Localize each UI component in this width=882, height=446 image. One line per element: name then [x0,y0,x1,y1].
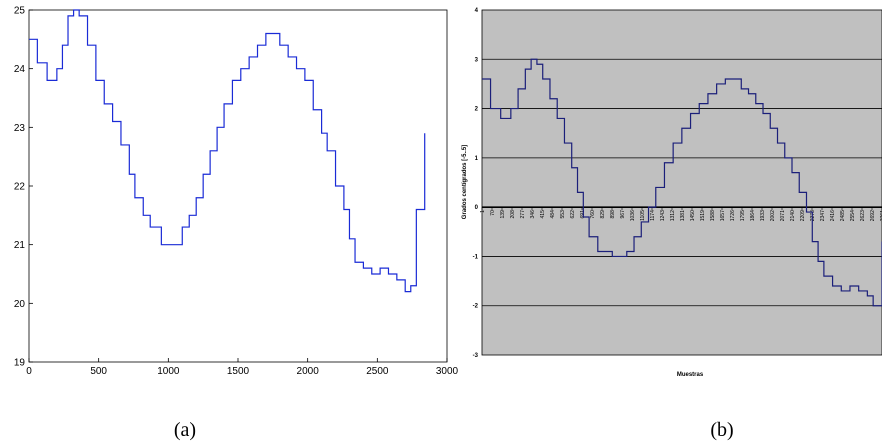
chart-b-ytick-label: 3 [475,57,479,63]
chart-b-plot-area [481,9,882,356]
chart-a-ytick-label: 19 [14,358,26,369]
chart-b-xtick-label: 2140 [790,210,796,221]
chart-b-xtick-label: 898 [610,210,616,219]
chart-b-xtick-label: 70 [490,210,496,216]
chart-b-xtick-label: 553 [560,210,566,219]
chart-b-xtick-label: 622 [570,210,576,219]
chart-b-xtick-label: 1519 [700,210,706,221]
chart-b-xtick-label: 2347 [820,210,826,221]
chart-b-xtick-label: 2623 [860,210,866,221]
chart-a-xtick-label: 1000 [157,366,180,377]
chart-b-ytick-label: -1 [473,254,479,260]
chart-b-ytick-label: 1 [475,156,479,162]
chart-b-xtick-label: 760 [590,210,596,219]
chart-b-ytick-label: 2 [475,107,479,113]
chart-b-xtick-label: 1036 [630,210,636,221]
chart-a-ytick-label: 20 [14,299,26,310]
chart-b-xlabel: Muestras [677,372,704,378]
chart-a: 0 500 1000 1500 2000 2500 3000 19 20 21 22 23 24 25 [14,6,459,378]
chart-b-xtick-label: 2209 [800,210,806,221]
chart-b-ylabel: Grados centígrados [-5..5] [462,145,468,219]
chart-b-xtick-label: 1312 [670,210,676,221]
chart-b-ytick-label: -3 [473,353,479,359]
chart-b-series-line [482,58,882,307]
chart-b-xtick-label: 1657 [720,210,726,221]
chart-b-xtick-label: 1105 [640,210,646,221]
chart-b-xtick-label: 2692 [870,210,876,221]
chart-a-xtick-label: 3000 [436,366,459,377]
chart-b-xtick-label: 277 [520,210,526,219]
chart-b-ytick-label: 0 [475,205,479,211]
chart-b-xtick-label: 1726 [730,210,736,221]
chart-b-xtick-label: 415 [540,210,546,219]
chart-b-ytick-label: 4 [475,8,479,14]
chart-b-xtick-label: 1381 [680,210,686,221]
chart-a-ytick-label: 22 [14,182,26,193]
chart-b-ytick-label: -2 [473,304,479,310]
chart-b-xtick-label: 2002 [770,210,776,221]
chart-b-xtick-label: 1933 [760,210,766,221]
chart-b-xtick-label: 2761 [880,210,882,221]
chart-a-ytick-label: 24 [14,64,26,75]
chart-a-xtick-label: 0 [26,366,32,377]
chart-a-ytick-label: 21 [14,240,26,251]
chart-a-series-line [29,9,426,293]
chart-b-xtick-label: 967 [620,210,626,219]
chart-b-xtick-label: 1243 [660,210,666,221]
chart-b-xtick-label: 2416 [830,210,836,221]
chart-a-xtick-label: 2000 [297,366,320,377]
chart-b-xtick-label: 208 [510,210,516,219]
chart-b-xtick-label: 2485 [840,210,846,221]
chart-b-xtick-label: 2554 [850,210,856,221]
chart-b-xtick-label: 346 [530,210,536,219]
chart-b-xtick-label: 1795 [740,210,746,221]
chart-a-ytick-label: 25 [14,6,26,17]
chart-a-xtick-label: 1500 [227,366,250,377]
chart-b-xtick-label: 2278 [810,210,816,221]
chart-a-plot-frame [28,9,448,363]
chart-a-ytick-label: 23 [14,123,26,134]
caption-b: (b) [710,419,733,441]
caption-a: (a) [174,419,196,441]
chart-b-xtick-label: 139 [500,210,506,219]
chart-b-xtick-label: 829 [600,210,606,219]
chart-b-xtick-label: 2071 [780,210,786,221]
chart-b-xtick-label: 1 [480,210,486,213]
chart-b-xtick-label: 1588 [710,210,716,221]
chart-b-xtick-label: 1450 [690,210,696,221]
chart-b-xtick-label: 1864 [750,210,756,221]
chart-b-xtick-label: 1174 [650,210,656,221]
chart-a-xtick-label: 500 [90,366,107,377]
chart-a-xtick-label: 2500 [366,366,389,377]
chart-b-xtick-label: 484 [550,210,556,219]
